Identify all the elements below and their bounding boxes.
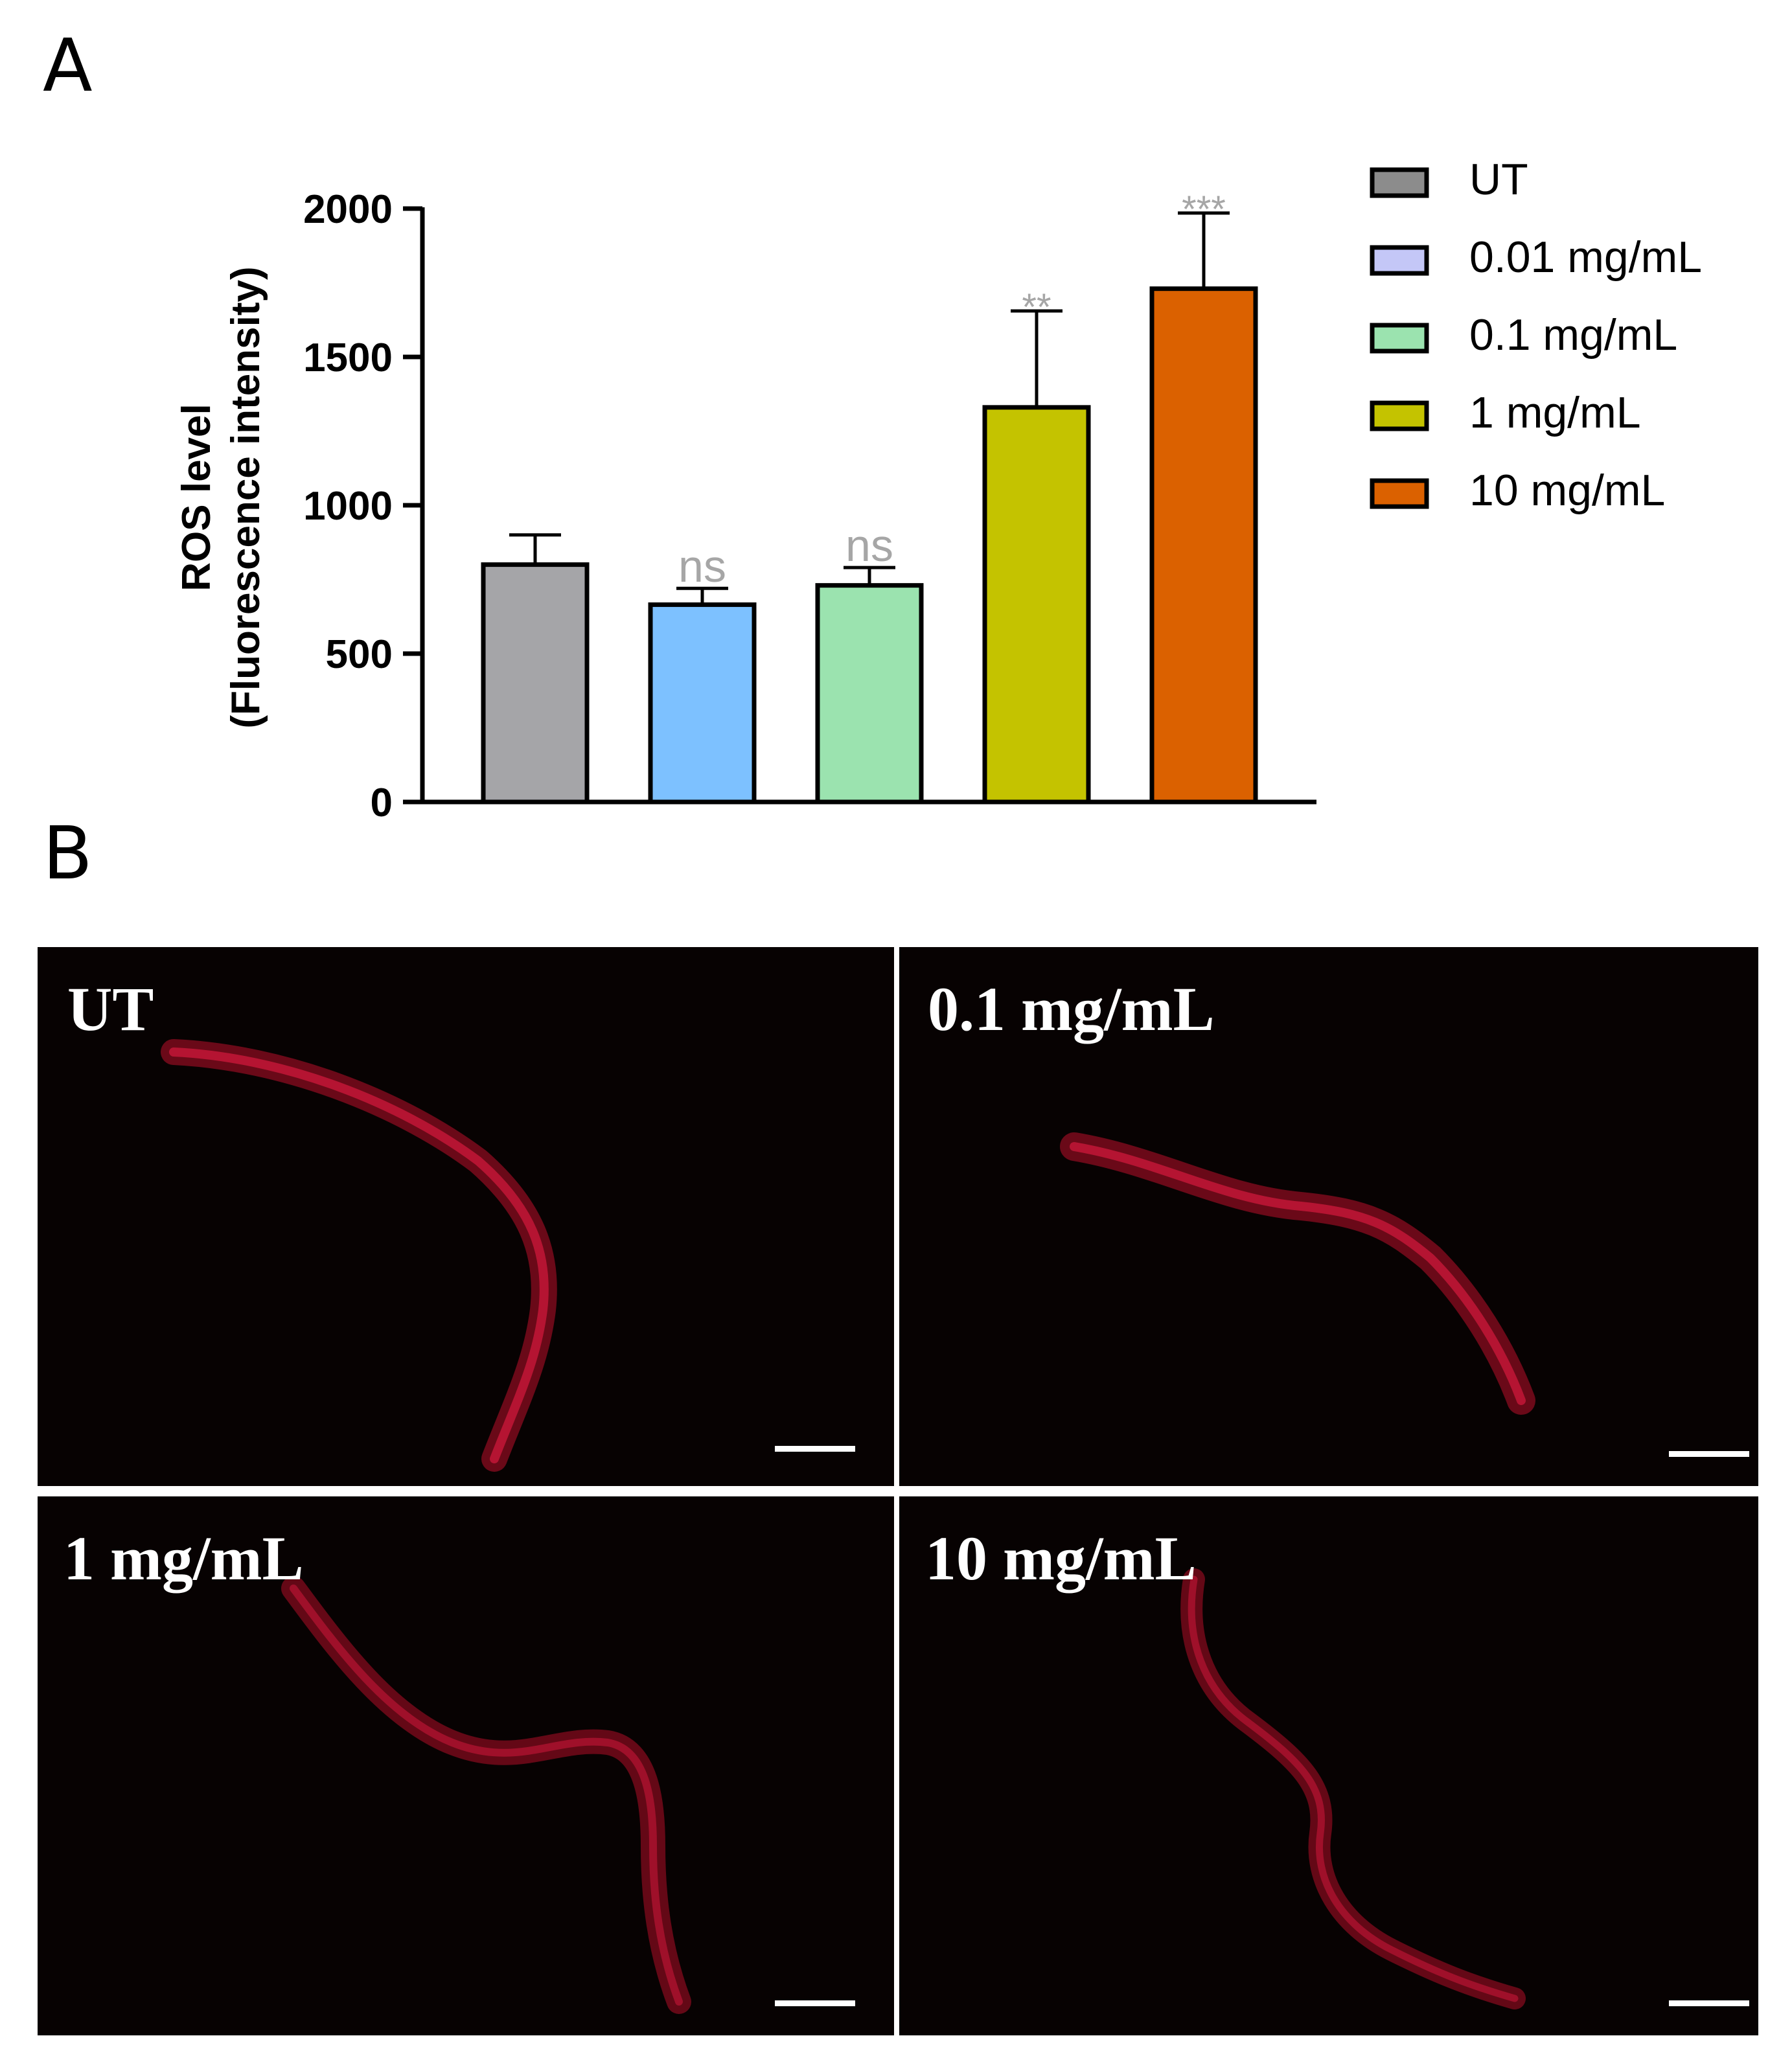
micrograph-grid: UT 0.1 mg/mL 1 mg/mL 10 mg/mL [38, 947, 1758, 2035]
micrograph-label-10: 10 mg/mL [925, 1524, 1197, 1593]
bar [481, 562, 590, 805]
legend-label: UT [1469, 155, 1528, 204]
worm-image-0-1 [1060, 1132, 1535, 1415]
legend-swatch [1370, 400, 1429, 431]
legend-label: 0.01 mg/mL [1469, 233, 1702, 282]
significance-label: ns [845, 520, 893, 571]
significance-label: ** [1022, 286, 1051, 328]
legend-swatch [1370, 167, 1429, 198]
y-axis-title-line2: (Fluorescence intensity) [224, 266, 268, 728]
micrograph-ut: UT [38, 947, 894, 1486]
chart-axes: 0 500 1000 1500 2000 [303, 187, 1316, 825]
significance-label: *** [1182, 189, 1226, 231]
chart-bars: ns ns***** [481, 189, 1258, 805]
panel-b-label: B [43, 812, 93, 896]
significance-label: ns [678, 541, 726, 591]
y-axis-title: ROS level (Fluorescence intensity) [174, 266, 268, 728]
chart-legend: UT 0.01 mg/mL 0.1 mg/mL 1 mg/mL 10 mg/mL [1370, 155, 1702, 515]
bar [815, 583, 924, 805]
worm-image-10 [1180, 1568, 1526, 2009]
micrograph-10: 10 mg/mL [899, 1496, 1758, 2035]
micrograph-1: 1 mg/mL [38, 1496, 894, 2035]
legend-swatch [1370, 323, 1429, 354]
micrograph-label-ut: UT [67, 974, 154, 1044]
micrograph-label-1: 1 mg/mL [63, 1524, 304, 1593]
micrograph-0-1: 0.1 mg/mL [899, 947, 1758, 1486]
panel-a-label: A [43, 24, 93, 108]
bar [648, 602, 757, 805]
y-tick-label: 1000 [303, 484, 393, 529]
y-tick-label: 0 [371, 781, 393, 825]
legend-swatch [1370, 245, 1429, 276]
y-tick-label: 1500 [303, 336, 393, 380]
worm-image-ut [161, 1039, 557, 1472]
legend-swatch [1370, 478, 1429, 509]
y-tick-label: 500 [326, 632, 393, 677]
legend-label: 0.1 mg/mL [1469, 310, 1677, 360]
scale-bar [775, 1446, 855, 1452]
worm-image-1 [281, 1576, 691, 2014]
y-axis-title-line1: ROS level [174, 404, 219, 591]
micrograph-label-0-1: 0.1 mg/mL [928, 974, 1215, 1044]
bar [1149, 286, 1258, 805]
legend-label: 10 mg/mL [1469, 466, 1665, 515]
legend-label: 1 mg/mL [1469, 388, 1641, 437]
y-tick-label: 2000 [303, 187, 393, 232]
scale-bar [1669, 1451, 1749, 1457]
scale-bar [1669, 2000, 1749, 2006]
scale-bar [775, 2000, 855, 2006]
bar [982, 405, 1091, 805]
bar-chart: ROS level (Fluorescence intensity) 0 500 1… [174, 155, 1702, 825]
